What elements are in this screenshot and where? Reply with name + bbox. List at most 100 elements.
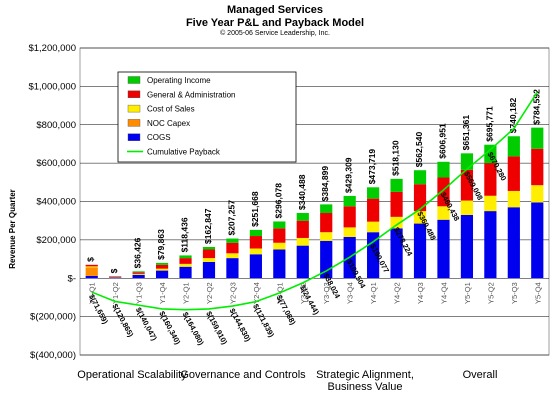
bar-segment-general-administration [85,264,98,267]
x-tick-label: Y5-Q3 [510,282,519,304]
bar-segment-cost-of-sales [320,232,333,241]
bar-segment-cogs [460,214,474,279]
x-tick-label: Y5-Q1 [463,282,472,304]
chart-legend: Operating Income General & Administration… [117,71,297,163]
bar-segment-cost-of-sales [109,276,122,278]
bar-segment-operating-income [202,246,216,250]
chart-title: Managed Services [227,4,323,16]
bar-total-label: $784,592 [531,89,541,125]
bar-segment-cogs [155,270,169,279]
overlay-label-operational-scalability: Operational Scalability [77,369,187,381]
bar-segment-cost-of-sales [460,200,474,215]
legend-swatch [127,90,141,99]
y-tick-label: $800,000 [36,120,76,131]
legend-entry-label: Cumulative Payback [147,148,221,157]
bar-segment-cost-of-sales [226,253,239,259]
bar-segment-general-administration [249,236,262,249]
y-axis-label: Revenue Per Quarter [8,189,17,269]
legend-entry-label: General & Administration [147,90,236,99]
bar-segment-cogs [109,277,122,279]
bar-segment-cogs [273,249,286,279]
bar-segment-operating-income [132,271,145,273]
legend-swatch [127,76,141,84]
legend-swatch [127,104,141,113]
x-tick-label: Y4-Q1 [369,282,378,304]
bar-segment-cost-of-sales [437,206,450,220]
x-tick-label: Y5-Q2 [486,282,495,304]
bar-segment-cogs [390,228,403,279]
bar-segment-noc-capex [85,267,98,276]
bar-segment-cogs [85,275,98,279]
bar-segment-general-administration [484,163,497,196]
cumulative-payback-line [91,91,538,311]
bar-segment-general-administration [202,249,216,259]
bar-segment-general-administration [507,156,520,191]
bar-segment-general-administration [296,220,309,238]
bar-segment-cogs [437,219,450,279]
bar-segment-general-administration [226,242,239,254]
bar-total-label: $ [109,268,119,273]
bar-total-label: $36,426 [133,237,143,268]
y-tick-label: $400,000 [36,197,76,208]
x-tick-label: Y2-Q3 [228,282,237,304]
bar-segment-operating-income [390,178,403,192]
bar-segment-cogs [226,258,239,279]
bar-segment-operating-income [179,255,192,259]
bar-total-label: $340,488 [297,174,307,210]
bar-segment-operating-income [249,229,262,237]
bar-segment-cost-of-sales [179,263,192,267]
bar-total-label: $ [86,257,96,262]
bar-segment-general-administration [343,206,356,228]
bar-segment-general-administration [531,148,544,186]
y-tick-label: $(400,000) [30,350,76,361]
bar-segment-cogs [296,245,309,279]
x-tick-label: Y3-Q2 [299,282,308,304]
bar-segment-cost-of-sales [531,185,544,203]
y-tick-label: $1,000,000 [28,81,76,92]
bar-segment-general-administration [320,213,333,233]
x-tick-label: Y1-Q4 [158,282,167,304]
legend-entry-label: Cost of Sales [147,105,195,114]
x-tick-label: Y2-Q4 [252,282,261,304]
bar-segment-cogs [507,207,520,279]
bar-segment-general-administration [179,258,192,264]
bar-total-label: $518,130 [391,140,401,176]
bar-segment-cogs [202,261,216,279]
legend-swatch [127,133,141,141]
bar-segment-cogs [413,223,427,279]
bar-segment-general-administration [273,228,286,243]
bar-segment-cost-of-sales [367,221,380,233]
x-tick-label: Y1-Q3 [135,282,144,304]
bar-segment-cost-of-sales [155,268,169,271]
bar-total-label: $296,078 [273,183,283,219]
bar-total-label: $562,540 [414,131,424,167]
bar-total-label: $606,951 [437,123,447,159]
bar-segment-cogs [132,274,145,279]
x-tick-label: Y3-Q3 [322,282,331,304]
x-tick-label: Y1-Q2 [111,282,120,304]
bar-segment-cost-of-sales [249,248,262,255]
bar-total-label: $79,863 [156,229,166,260]
bar-segment-cost-of-sales [507,190,520,208]
bar-total-label: $118,436 [180,217,190,252]
bar-total-label: $740,182 [508,98,518,134]
overlay-label-overall: Overall [462,369,498,381]
legend-entry-label: Operating Income [147,76,211,85]
bar-total-label: $251,668 [250,191,260,227]
y-tick-label: $600,000 [36,158,76,169]
legend-box [117,71,297,163]
y-tick-label: $1,200,000 [28,43,76,54]
overlay-label-strategic-alignment: Strategic Alignment, Business Value [316,369,414,393]
bar-segment-general-administration [437,177,450,207]
bar-segment-operating-income [437,161,450,178]
bar-segment-cost-of-sales [202,258,216,262]
x-tick-label: Y2-Q1 [182,282,191,304]
legend-entry-label: COGS [147,133,171,142]
legend-entry-label: NOC Capex [147,119,190,128]
legend-swatch [127,119,141,127]
bar-segment-cost-of-sales [85,266,98,268]
y-tick-label: $200,000 [36,235,76,246]
bar-total-label: $162,847 [203,208,213,244]
bar-total-label: $207,257 [226,200,236,236]
